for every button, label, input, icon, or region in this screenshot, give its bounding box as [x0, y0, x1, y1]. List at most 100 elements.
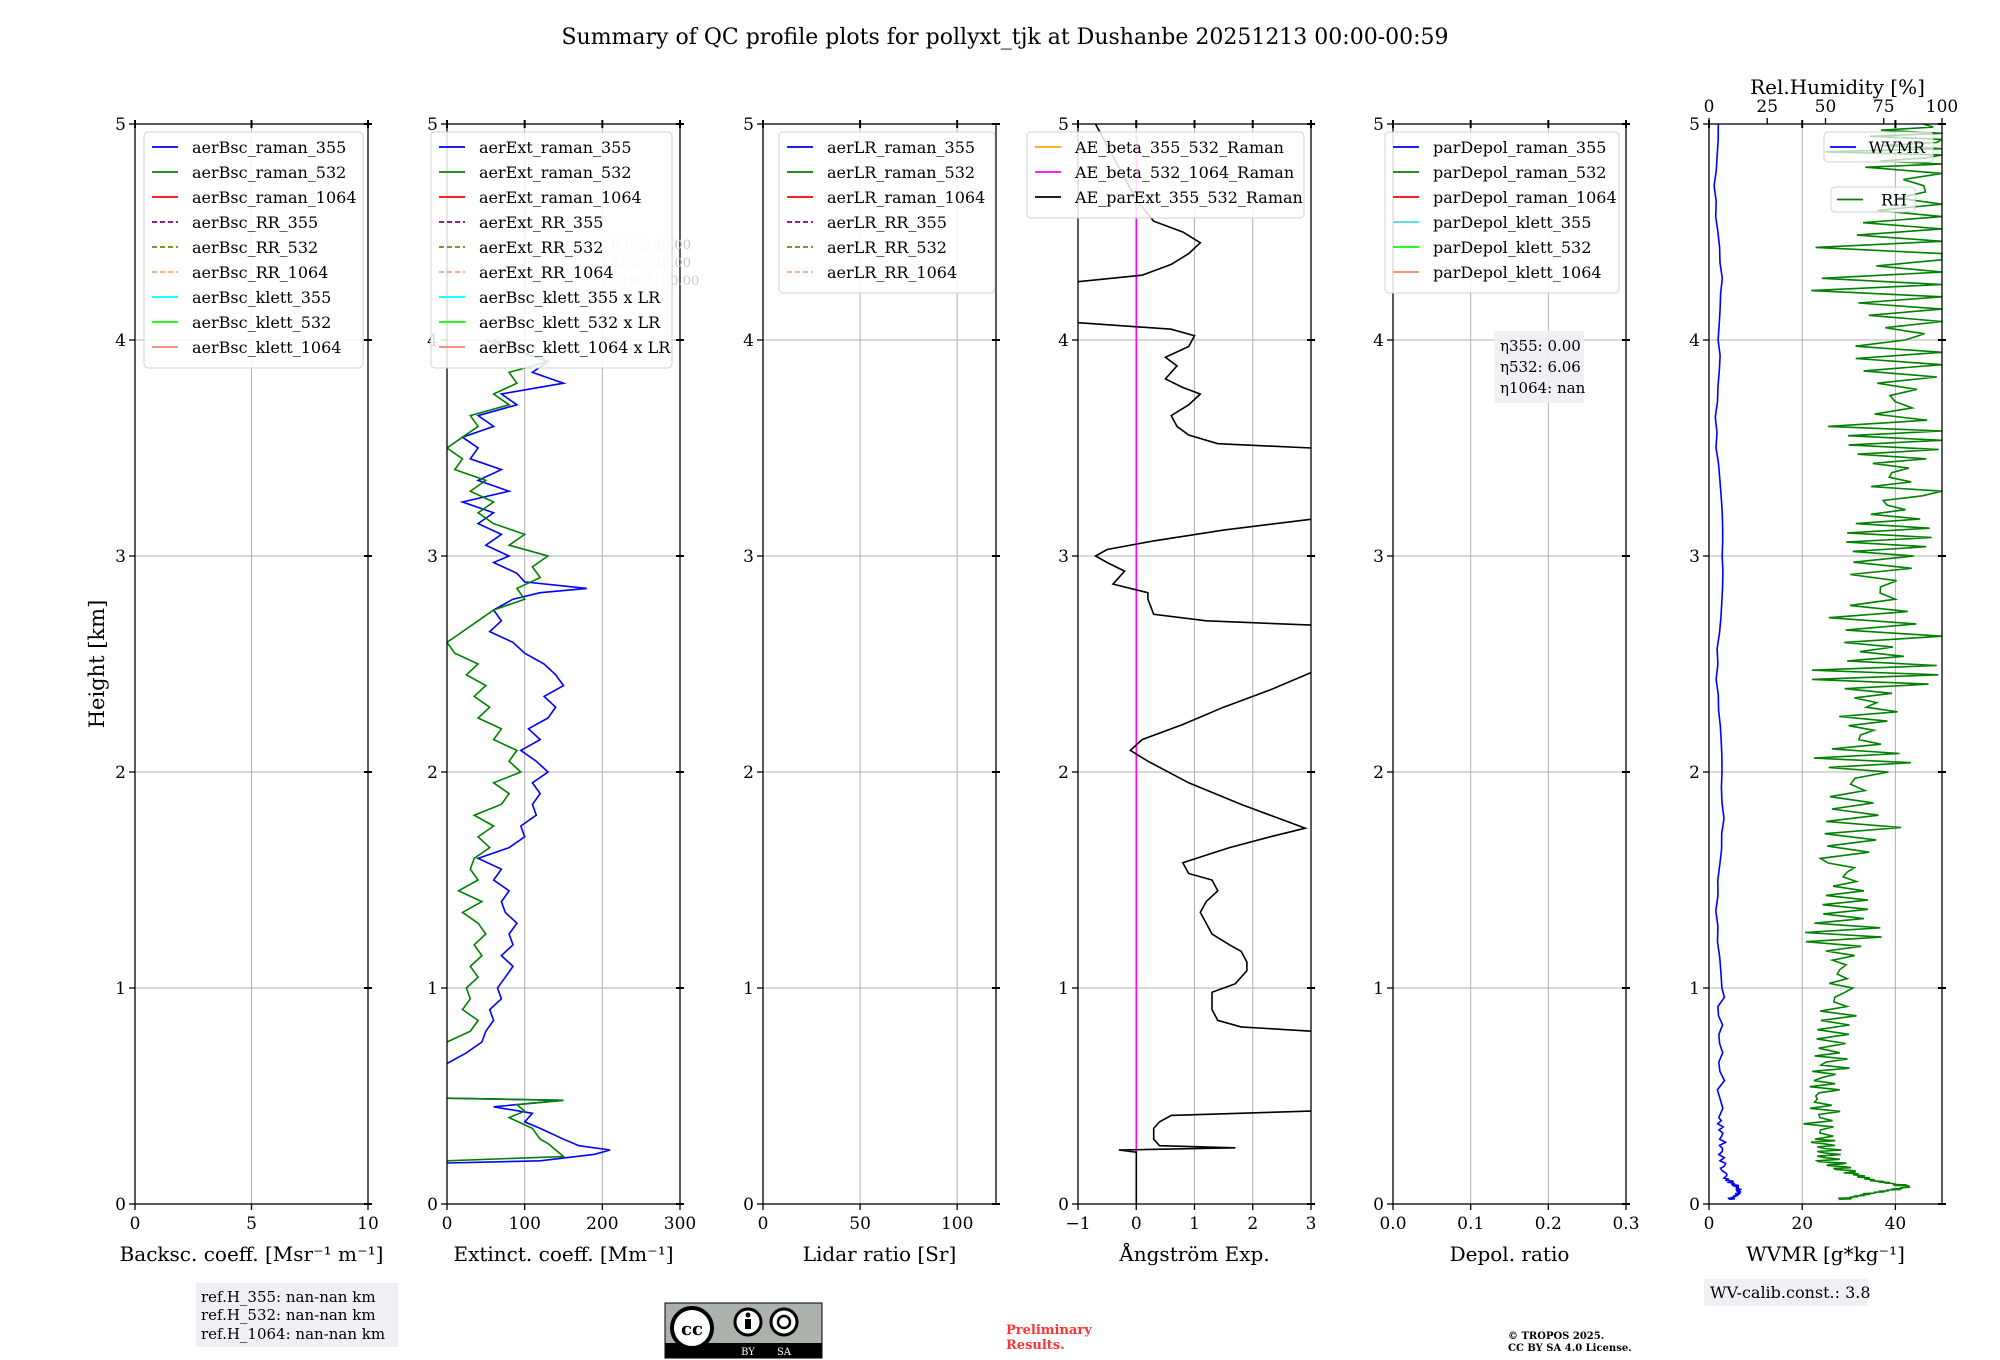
refh-1064: ref.H_1064: nan-nan km	[201, 1325, 385, 1343]
legend-label: parDepol_klett_355	[1433, 213, 1591, 232]
legend: AE_beta_355_532_Raman AE_beta_532_1064_Ra…	[1026, 131, 1305, 219]
y-tick-label: 1	[1689, 979, 1700, 999]
x-tick-label: 0.1	[1457, 1214, 1484, 1234]
x-axis-label: Lidar ratio [Sr]	[803, 1242, 957, 1266]
legend-label: aerLR_raman_355	[827, 138, 975, 157]
legend-label: WVMR	[1869, 138, 1926, 157]
sa-icon	[769, 1307, 799, 1337]
legend-label: aerBsc_klett_1064	[192, 338, 341, 357]
legend-label: aerBsc_RR_355	[192, 213, 318, 232]
series-line-RH	[1803, 124, 1942, 1201]
top-x-tick-label: 50	[1815, 97, 1837, 117]
legend-label: AE_beta_532_1064_Raman	[1074, 163, 1294, 182]
y-tick-label: 1	[743, 979, 754, 999]
y-tick-label: 0	[115, 1195, 126, 1215]
legend-label: aerBsc_raman_355	[192, 138, 346, 157]
top-x-tick-label: 0	[1704, 97, 1715, 117]
axes-frame	[762, 123, 997, 1205]
svg-text:SA: SA	[777, 1347, 792, 1358]
legend-label: aerExt_raman_1064	[479, 188, 642, 207]
x-tick-label: 5	[246, 1214, 257, 1234]
y-tick-label: 3	[1689, 547, 1700, 567]
legend-label: AE_parExt_355_532_Raman	[1074, 188, 1303, 207]
y-tick-label: 3	[743, 547, 754, 567]
legend-box	[778, 131, 996, 294]
panel-2: 0100200300012345Extinct. coeff. [Mm⁻¹]LR…	[427, 115, 699, 1266]
y-tick-label: 5	[1373, 115, 1384, 135]
eta-annotation-box	[1494, 331, 1584, 403]
x-axis-label: Ångström Exp.	[1118, 1241, 1269, 1266]
legend-label: aerBsc_klett_532 x LR	[479, 313, 661, 332]
series-line-aerExt_raman_355	[447, 339, 611, 1164]
y-tick-label: 4	[1373, 331, 1384, 351]
y-tick-label: 3	[1373, 547, 1384, 567]
y-tick-label: 0	[1689, 1195, 1700, 1215]
legend-label: aerLR_raman_1064	[827, 188, 985, 207]
x-tick-label: 20	[1791, 1214, 1813, 1234]
refh-355: ref.H_355: nan-nan km	[201, 1288, 376, 1306]
y-tick-label: 1	[1058, 979, 1069, 999]
x-tick-label: 0.0	[1379, 1214, 1406, 1234]
legend-box	[1384, 131, 1620, 294]
x-tick-label: −1	[1065, 1214, 1090, 1234]
x-tick-label: 10	[357, 1214, 379, 1234]
x-tick-label: 0.3	[1612, 1214, 1639, 1234]
legend-box	[1823, 131, 1934, 163]
legend-label: parDepol_raman_1064	[1433, 188, 1617, 207]
y-tick-label: 2	[1373, 763, 1384, 783]
y-tick-label: 4	[743, 331, 754, 351]
legend: aerBsc_raman_355 aerBsc_raman_532 aerBsc_r…	[143, 131, 364, 369]
x-tick-label: 0	[442, 1214, 453, 1234]
axes-frame	[446, 123, 681, 1205]
legend-label: aerExt_RR_355	[479, 213, 603, 232]
x-tick-label: 0	[758, 1214, 769, 1234]
eta-annotation: η1064: nan	[1500, 379, 1586, 397]
legend-label: aerBsc_raman_1064	[192, 188, 357, 207]
y-tick-label: 4	[1058, 331, 1069, 351]
y-tick-label: 5	[1058, 115, 1069, 135]
figure-title: Summary of QC profile plots for pollyxt_…	[561, 25, 1448, 50]
x-tick-label: 0	[1704, 1214, 1715, 1234]
y-tick-label: 0	[427, 1195, 438, 1215]
y-tick-label: 1	[427, 979, 438, 999]
panel-6: 0 20 40 0 1 2 3 4 5 WVMR [g*kg⁻¹] 0 25 50 75 100Rel.Hu…	[1689, 75, 1958, 1266]
legend-box	[143, 131, 364, 369]
y-tick-label: 5	[743, 115, 754, 135]
legend-label: AE_beta_355_532_Raman	[1074, 138, 1284, 157]
legend-label: aerLR_raman_532	[827, 163, 975, 182]
legend-label: aerExt_raman_532	[479, 163, 632, 182]
x-tick-label: 0	[1131, 1214, 1142, 1234]
legend-label: RH	[1881, 191, 1907, 210]
x-tick-label: 100	[508, 1214, 540, 1234]
legend-box	[430, 131, 673, 369]
y-tick-label: 4	[115, 331, 126, 351]
legend-label: aerBsc_klett_532	[192, 313, 331, 332]
top-x-tick-label: 75	[1873, 97, 1895, 117]
x-axis-label: Extinct. coeff. [Mm⁻¹]	[453, 1242, 673, 1266]
legend: aerExt_raman_355 aerExt_raman_532 aerExt_r…	[430, 131, 673, 369]
panel-3: 0 50 100 0 1 2 3 4 5 Lidar ratio [Sr] aerLR_raman_…	[743, 115, 1000, 1266]
top-x-tick-label: 100	[1926, 97, 1958, 117]
legend-label: aerBsc_klett_1064 x LR	[479, 338, 671, 357]
y-tick-label: 2	[115, 763, 126, 783]
series-line-WVMR	[1713, 124, 1742, 1200]
y-tick-label: 3	[427, 547, 438, 567]
svg-text:cc: cc	[681, 1319, 703, 1340]
legend-label: aerBsc_RR_1064	[192, 263, 328, 282]
y-axis-label: Height [km]	[85, 600, 109, 729]
x-tick-label: 100	[941, 1214, 973, 1234]
panel-1: 0 5 10 0 1 2 3 4 5 Backsc. coeff. [Msr⁻¹ m⁻¹] aerB…	[115, 115, 383, 1266]
legend-label: parDepol_klett_1064	[1433, 263, 1602, 282]
y-tick-label: 3	[115, 547, 126, 567]
refh-box: ref.H_355: nan-nan km ref.H_532: nan-nan…	[196, 1283, 398, 1347]
y-tick-label: 4	[1689, 331, 1700, 351]
y-tick-label: 5	[427, 115, 438, 135]
legend-label: aerLR_RR_1064	[827, 263, 957, 282]
panel-5: 0.0 0.1 0.2 0.3 0 1 2 3 4 5 Depol. ratio η355: 0.00…	[1373, 115, 1639, 1266]
y-tick-label: 1	[115, 979, 126, 999]
y-tick-label: 2	[427, 763, 438, 783]
y-tick-label: 0	[1373, 1195, 1384, 1215]
copyright-line-2: CC BY SA 4.0 License.	[1508, 1343, 1632, 1354]
top-x-axis-label: Rel.Humidity [%]	[1750, 75, 1925, 99]
legend-label: parDepol_raman_532	[1433, 163, 1606, 182]
